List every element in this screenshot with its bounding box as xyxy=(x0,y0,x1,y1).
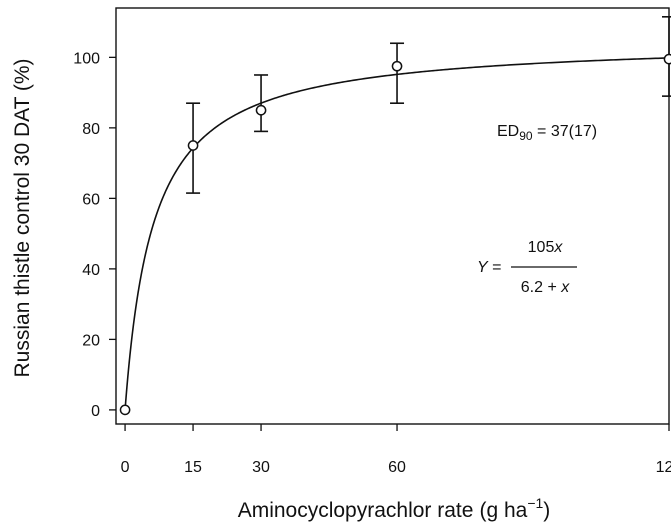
data-point xyxy=(663,53,671,65)
x-tick-label: 15 xyxy=(184,459,202,476)
x-axis-title-unit-exp: −1 xyxy=(527,495,543,511)
fit-equation: Y = 105x 6.2 + x xyxy=(477,239,577,296)
x-axis-title-unit-close: ) xyxy=(543,499,550,522)
ed90-value: = 37(17) xyxy=(533,123,597,140)
y-tick-label: 80 xyxy=(82,121,100,138)
equation-equals: = xyxy=(488,259,502,276)
data-point xyxy=(255,104,267,116)
x-tick-label: 120 xyxy=(656,459,671,476)
y-tick-label: 40 xyxy=(82,262,100,279)
x-axis-title: Aminocyclopyrachlor rate (g ha−1) xyxy=(238,495,551,522)
data-point xyxy=(119,404,131,416)
y-tick-label: 60 xyxy=(82,191,100,208)
equation-numerator: 105 xyxy=(528,239,555,256)
y-axis: 0 20 40 60 80 100 xyxy=(73,50,116,420)
ed90-base: ED xyxy=(497,123,519,140)
y-tick-label: 20 xyxy=(82,332,100,349)
equation-numerator-var: x xyxy=(553,239,563,256)
x-axis: 0 15 30 60 120 xyxy=(121,424,671,476)
ed90-annotation: ED90 = 37(17) xyxy=(497,123,597,143)
data-point xyxy=(187,140,199,151)
svg-text:105x: 105x xyxy=(528,239,564,256)
svg-text:6.2 + x: 6.2 + x xyxy=(521,279,570,296)
y-axis-title: Russian thistle control 30 DAT (%) xyxy=(11,58,34,377)
y-tick-label: 0 xyxy=(91,403,100,420)
ed90-sub: 90 xyxy=(519,129,533,143)
x-axis-title-main: Aminocyclopyrachlor rate xyxy=(238,499,474,522)
point-layer xyxy=(119,53,671,416)
equation-lhs: Y xyxy=(477,259,489,276)
plot-border xyxy=(115,7,670,425)
y-tick-label: 100 xyxy=(73,50,100,67)
x-tick-label: 60 xyxy=(388,459,406,476)
data-point xyxy=(391,60,403,72)
plot-frame xyxy=(115,7,670,425)
svg-text:Y =: Y = xyxy=(477,259,501,276)
equation-denominator-var: x xyxy=(560,279,570,296)
x-axis-title-unit-open: (g ha xyxy=(479,499,527,522)
equation-denominator: 6.2 + xyxy=(521,279,561,296)
fit-curve-layer xyxy=(124,57,670,410)
fit-curve xyxy=(124,57,670,410)
x-tick-label: 0 xyxy=(121,459,130,476)
errorbar-layer xyxy=(186,16,671,194)
x-tick-label: 30 xyxy=(252,459,270,476)
